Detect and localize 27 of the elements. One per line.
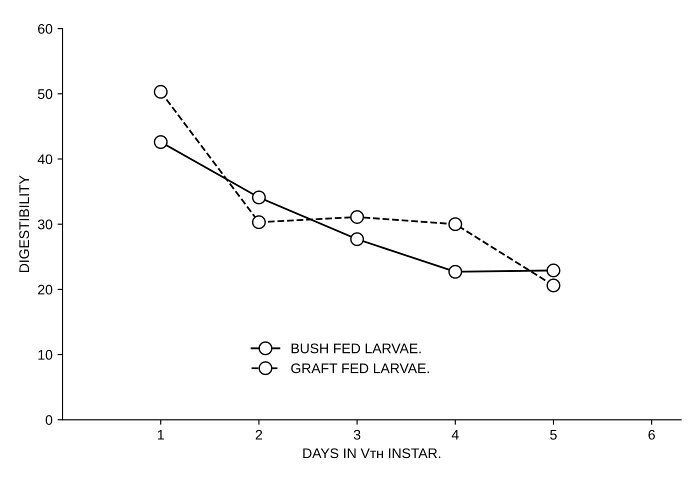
point <box>448 217 462 232</box>
y-axis-title: DIGESTIBILITY <box>19 175 30 272</box>
point <box>350 232 364 246</box>
x-tick-label: 2 <box>256 430 262 440</box>
point <box>350 210 364 224</box>
y-tick-label: 50 <box>38 89 52 99</box>
y-tick-label: 30 <box>38 220 52 230</box>
y-tick-label: 20 <box>38 284 52 295</box>
y-tick-label: 40 <box>38 154 52 164</box>
point <box>252 215 266 230</box>
point <box>546 278 560 292</box>
x-tick-label: 5 <box>550 430 557 440</box>
point <box>154 84 168 99</box>
x-tick-label: 1 <box>158 430 164 440</box>
y-tick-label: 60 <box>38 24 52 34</box>
x-tick-label: 6 <box>648 430 655 440</box>
legend-label: BUSH FED LARVAE. <box>292 343 421 354</box>
point <box>252 190 266 204</box>
point <box>546 264 560 278</box>
x-tick-label: 3 <box>354 430 360 440</box>
x-axis-title: DAYS IN Vᴛʜ INSTAR. <box>303 448 440 458</box>
x-tick-label: 4 <box>452 430 459 440</box>
legend-label: GRAFT FED LARVAE. <box>291 363 429 374</box>
y-tick-label: 0 <box>46 415 52 425</box>
point <box>448 264 462 279</box>
y-tick-label: 10 <box>38 350 52 360</box>
point <box>154 135 168 149</box>
